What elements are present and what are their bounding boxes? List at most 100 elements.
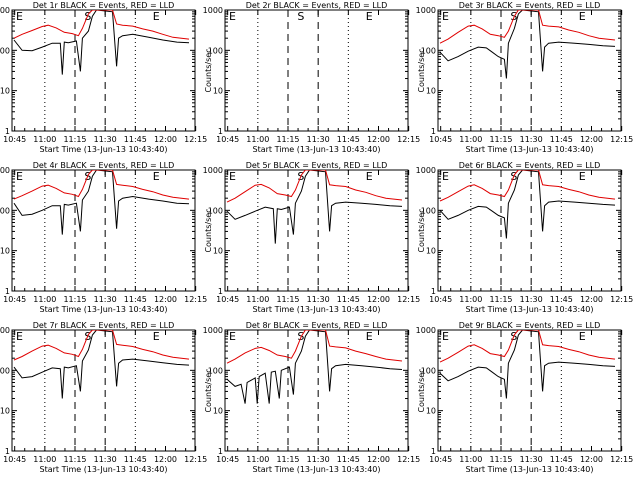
interval-marker: E (153, 170, 160, 183)
events-series-line (13, 170, 190, 235)
x-tick-label: 11:45 (550, 455, 573, 464)
plot-frame (224, 9, 409, 132)
plot-frame (11, 329, 196, 452)
x-tick-label: 11:00 (33, 135, 56, 144)
x-tick-label: 11:30 (307, 295, 330, 304)
plot-frame (224, 329, 409, 452)
interval-marker: E (16, 170, 23, 183)
y-tick-label: 10 (0, 407, 10, 416)
detector-panel-2: Det 2r BLACK = Events, RED = LLD 1 10 100 10… (203, 1, 421, 154)
x-tick-label: 11:00 (33, 455, 56, 464)
interval-marker: E (16, 330, 23, 343)
x-tick-label: 12:15 (397, 295, 420, 304)
events-series-line (13, 330, 190, 399)
x-tick-label: 11:00 (459, 455, 482, 464)
detector-panel-7: Det 7r BLACK = Events, RED = LLD 1 10 100 10… (0, 321, 207, 474)
y-tick-label: 1000 (203, 326, 223, 335)
x-tick-label: 11:00 (459, 295, 482, 304)
y-tick-label: 10 (426, 247, 436, 256)
x-tick-label: 12:00 (367, 295, 390, 304)
x-tick-label: 11:00 (246, 295, 269, 304)
x-tick-label: 11:30 (307, 135, 330, 144)
plot-frame (11, 169, 196, 292)
lld-series-line (226, 330, 403, 364)
x-tick-label: 12:00 (580, 135, 603, 144)
detector-panel-4: Det 4r BLACK = Events, RED = LLD 1 10 100 10… (0, 161, 207, 314)
x-tick-label: 10:45 (429, 455, 452, 464)
x-tick-label: 10:45 (216, 135, 239, 144)
x-tick-label: 11:00 (33, 295, 56, 304)
panel-title: Det 1r BLACK = Events, RED = LLD (33, 1, 175, 10)
lld-series-line (439, 330, 616, 363)
events-series-line (226, 330, 403, 404)
y-axis-label: Counts/sec (204, 48, 213, 92)
interval-marker: E (579, 330, 586, 343)
plot-frame (11, 9, 196, 132)
interval-marker: E (229, 10, 236, 23)
interval-marker: E (229, 330, 236, 343)
panel-title: Det 4r BLACK = Events, RED = LLD (33, 161, 175, 170)
y-tick-label: 100 (421, 206, 436, 215)
x-tick-label: 11:30 (520, 295, 543, 304)
interval-marker: S (84, 10, 91, 23)
y-tick-label: 100 (421, 366, 436, 375)
events-series-line (439, 10, 616, 79)
detector-panel-6: Det 6r BLACK = Events, RED = LLD 1 10 100 10… (416, 161, 634, 314)
y-tick-label: 10 (213, 247, 223, 256)
y-tick-label: 1 (5, 127, 10, 136)
x-tick-label: 11:30 (520, 455, 543, 464)
x-tick-label: 10:45 (3, 295, 26, 304)
detector-panel-3: Det 3r BLACK = Events, RED = LLD 1 10 100 10… (416, 1, 634, 154)
y-axis-label: Counts/sec (417, 368, 426, 412)
x-axis-label: Start Time (13-Jun-13 10:43:40) (40, 465, 168, 474)
x-axis-label: Start Time (13-Jun-13 10:43:40) (466, 465, 594, 474)
panel-title: Det 9r BLACK = Events, RED = LLD (459, 321, 601, 330)
x-tick-label: 12:15 (184, 135, 207, 144)
x-tick-label: 10:45 (216, 455, 239, 464)
y-tick-label: 1000 (416, 326, 436, 335)
x-tick-label: 11:15 (276, 455, 299, 464)
x-tick-label: 10:45 (429, 295, 452, 304)
events-series-line (439, 170, 616, 239)
y-tick-label: 1000 (416, 166, 436, 175)
events-series-line (13, 10, 190, 75)
y-tick-label: 1000 (0, 166, 10, 175)
x-axis-label: Start Time (13-Jun-13 10:43:40) (466, 145, 594, 154)
y-tick-label: 1 (5, 287, 10, 296)
x-tick-label: 12:00 (154, 295, 177, 304)
y-axis-label: Counts/sec (204, 208, 213, 252)
x-tick-label: 11:30 (94, 455, 117, 464)
x-tick-label: 10:45 (3, 135, 26, 144)
x-axis-label: Start Time (13-Jun-13 10:43:40) (253, 465, 381, 474)
interval-marker: E (366, 170, 373, 183)
x-tick-label: 12:15 (184, 295, 207, 304)
x-axis-label: Start Time (13-Jun-13 10:43:40) (466, 305, 594, 314)
x-axis-label: Start Time (13-Jun-13 10:43:40) (253, 145, 381, 154)
x-tick-label: 11:45 (337, 295, 360, 304)
x-axis-label: Start Time (13-Jun-13 10:43:40) (40, 145, 168, 154)
x-tick-label: 12:00 (154, 135, 177, 144)
panel-title: Det 7r BLACK = Events, RED = LLD (33, 321, 175, 330)
detector-panel-1: Det 1r BLACK = Events, RED = LLD 1 10 100 10… (0, 1, 207, 154)
y-tick-label: 1000 (203, 166, 223, 175)
x-tick-label: 10:45 (216, 295, 239, 304)
y-axis-label: Counts/sec (417, 48, 426, 92)
interval-marker: E (229, 170, 236, 183)
x-tick-label: 11:00 (246, 455, 269, 464)
panel-title: Det 5r BLACK = Events, RED = LLD (246, 161, 388, 170)
x-tick-label: 11:15 (276, 135, 299, 144)
x-tick-label: 11:45 (124, 455, 147, 464)
interval-marker: E (442, 330, 449, 343)
y-tick-label: 1000 (0, 6, 10, 15)
panel-title: Det 3r BLACK = Events, RED = LLD (459, 1, 601, 10)
x-tick-label: 11:30 (520, 135, 543, 144)
plot-frame (224, 169, 409, 292)
x-tick-label: 10:45 (3, 455, 26, 464)
panel-title: Det 2r BLACK = Events, RED = LLD (246, 1, 388, 10)
lld-series-line (226, 170, 403, 203)
y-tick-label: 100 (0, 46, 10, 55)
x-tick-label: 11:15 (276, 295, 299, 304)
x-tick-label: 11:45 (124, 135, 147, 144)
interval-marker: E (579, 170, 586, 183)
